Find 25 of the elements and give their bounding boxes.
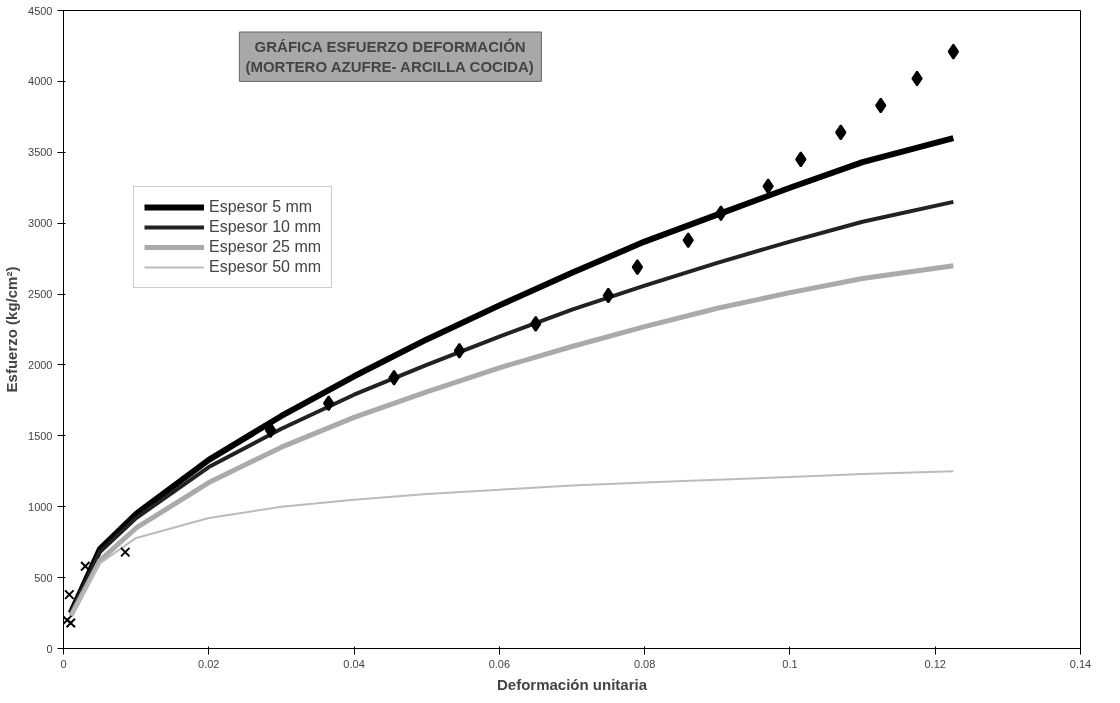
y-tick-label: 1000 [28, 500, 53, 513]
y-tick-label: 2500 [28, 288, 53, 301]
legend-label: Espesor 5 mm [209, 197, 313, 217]
x-tick-label: 0.12 [924, 657, 946, 670]
text: GRÁFICA ESFUERZO DEFORMACIÓN (MORTERO AZUFRE- ARCILLA COCIDA) [245, 37, 534, 76]
legend-label: Espesor 50 mm [209, 257, 322, 277]
y-axis-title: Esfuerzo (kg/cm²) [3, 266, 21, 393]
x-axis-title: Deformación unitaria [496, 675, 648, 693]
y-tick-label: 3500 [28, 146, 53, 159]
x-tick-label: 0.08 [633, 657, 656, 670]
x-tick-label: 0.04 [343, 657, 365, 670]
y-tick-label: 1500 [28, 429, 53, 442]
x-tick-label: 0.1 [782, 657, 798, 670]
x-tick-label: 0.02 [198, 657, 220, 670]
y-tick-label: 500 [34, 571, 53, 584]
y-tick-label: 2000 [28, 358, 53, 371]
legend-label: Espesor 10 mm [209, 217, 322, 237]
y-tick-label: 0 [46, 642, 53, 655]
legend-label: Espesor 25 mm [209, 237, 322, 257]
y-tick-label: 3000 [28, 217, 53, 230]
y-tick-label: 4500 [28, 4, 53, 17]
x-tick-label: 0.06 [488, 657, 511, 670]
y-tick-label: 4000 [28, 75, 53, 88]
x-tick-label: 0 [60, 657, 67, 670]
x-tick-label: 0.14 [1069, 657, 1092, 670]
